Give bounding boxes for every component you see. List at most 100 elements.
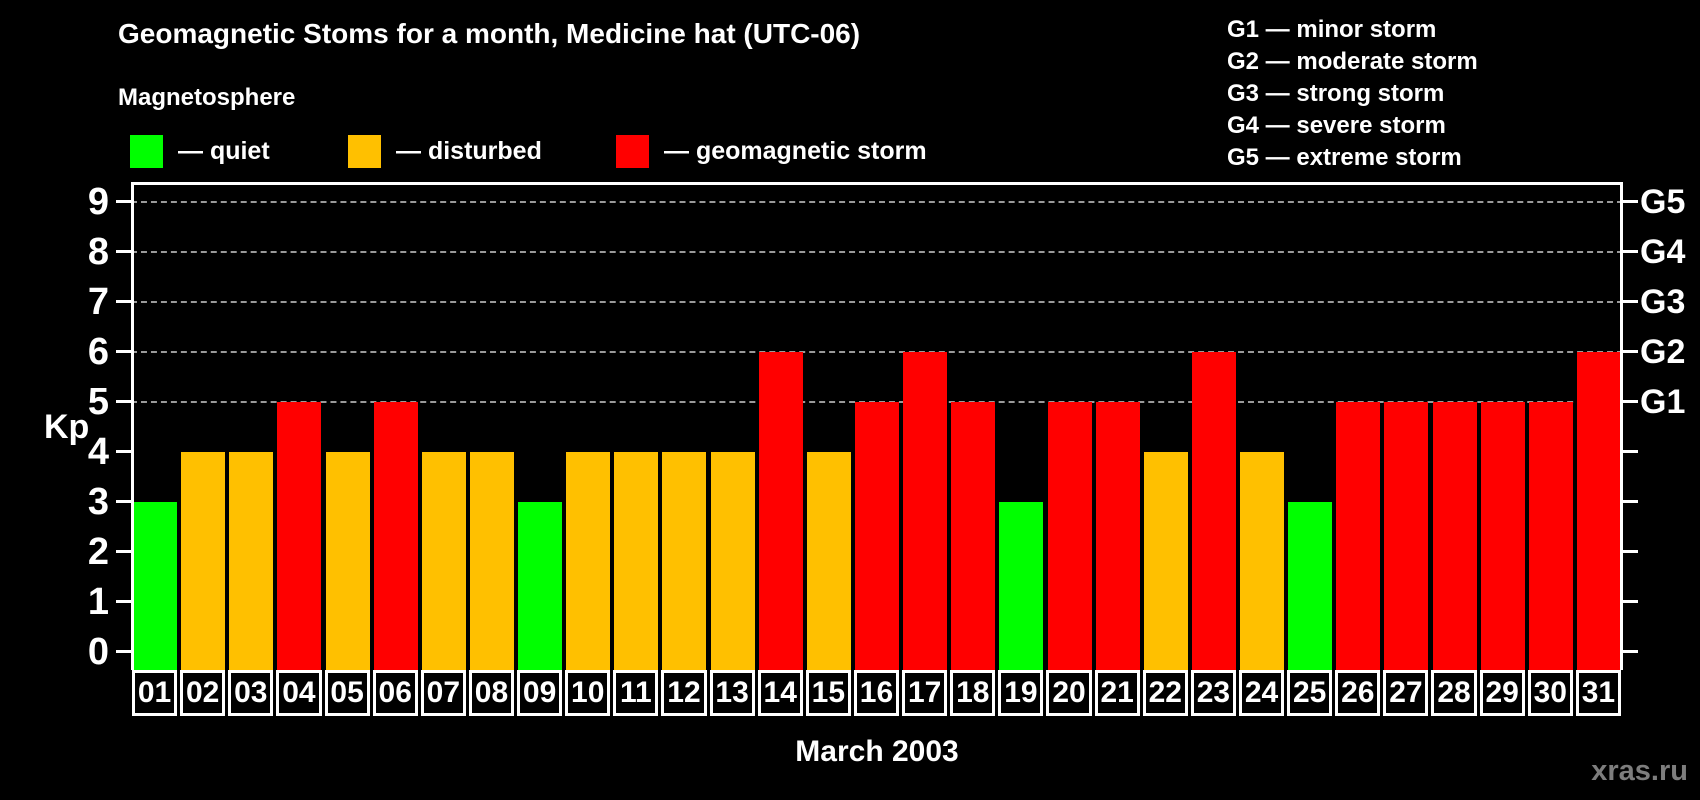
day-label-02: 02 <box>180 670 226 716</box>
day-label-11: 11 <box>613 670 659 716</box>
gridline-kp-9 <box>131 200 1623 203</box>
chart-title: Geomagnetic Stoms for a month, Medicine … <box>118 18 861 49</box>
y-axis-tick-7 <box>116 300 131 304</box>
right-axis-tick-4 <box>1620 450 1638 454</box>
g-scale-label-g2: G2 <box>1640 332 1686 371</box>
kp-bar-day-07 <box>421 451 466 670</box>
day-label-08: 08 <box>468 670 515 716</box>
right-axis-tick-9 <box>1620 200 1638 204</box>
y-tick-label-3: 3 <box>87 480 109 523</box>
right-axis-tick-8 <box>1620 250 1638 254</box>
y-axis-tick-8 <box>116 250 131 254</box>
storm-scale-line-3: G3 — strong storm <box>1227 80 1445 107</box>
day-label-16: 16 <box>853 670 900 716</box>
legend-label-storm: — geomagnetic storm <box>664 137 927 165</box>
day-label-27: 27 <box>1383 670 1429 716</box>
right-axis-tick-6 <box>1620 350 1638 354</box>
kp-bar-day-14 <box>758 351 803 670</box>
right-axis-tick-0 <box>1620 650 1638 654</box>
day-label-30: 30 <box>1527 670 1573 716</box>
y-tick-label-1: 1 <box>87 580 109 623</box>
day-label-21: 21 <box>1094 670 1140 716</box>
kp-bar-day-21 <box>1095 401 1140 670</box>
y-axis-tick-3 <box>116 500 131 504</box>
day-label-23: 23 <box>1190 670 1236 716</box>
g-scale-label-g1: G1 <box>1640 382 1686 421</box>
y-tick-label-4: 4 <box>87 430 109 473</box>
watermark: xras.ru <box>1591 755 1688 787</box>
kp-bar-day-30 <box>1528 401 1573 670</box>
kp-bar-day-22 <box>1143 451 1188 670</box>
gridline-kp-6 <box>131 350 1623 353</box>
storm-scale-line-4: G4 — severe storm <box>1227 112 1446 139</box>
day-label-18: 18 <box>950 670 996 716</box>
y-tick-label-8: 8 <box>87 230 109 273</box>
day-label-12: 12 <box>661 670 707 716</box>
y-axis-tick-2 <box>116 550 131 554</box>
legend-label-quiet: — quiet <box>178 137 270 165</box>
kp-bar-day-12 <box>662 451 707 670</box>
day-label-31: 31 <box>1575 670 1621 716</box>
y-axis-tick-5 <box>116 400 131 404</box>
legend-swatch-quiet <box>130 135 163 168</box>
day-label-25: 25 <box>1287 670 1333 716</box>
day-label-05: 05 <box>324 670 370 716</box>
kp-bar-day-25 <box>1288 501 1333 670</box>
plot-frame-left <box>131 182 134 670</box>
legend-item-quiet: — quiet <box>130 135 270 168</box>
kp-bar-day-19 <box>999 501 1044 670</box>
right-axis-tick-5 <box>1620 400 1638 404</box>
day-label-19: 19 <box>998 670 1044 716</box>
kp-bar-day-04 <box>277 401 322 670</box>
legend-item-storm: — geomagnetic storm <box>616 135 927 168</box>
y-tick-label-5: 5 <box>87 380 109 423</box>
day-label-01: 01 <box>132 670 178 716</box>
y-tick-label-7: 7 <box>87 280 109 323</box>
magnetosphere-legend-heading: Magnetosphere <box>118 84 296 111</box>
y-axis-tick-9 <box>116 200 131 204</box>
kp-bar-day-17 <box>903 351 948 670</box>
day-label-17: 17 <box>902 670 948 716</box>
day-label-03: 03 <box>228 670 274 716</box>
kp-bar-day-02 <box>181 451 226 670</box>
kp-bar-day-06 <box>373 401 418 670</box>
legend-item-disturbed: — disturbed <box>348 135 542 168</box>
kp-bar-day-20 <box>1047 401 1092 670</box>
y-axis-title: Kp <box>44 408 90 446</box>
g-scale-label-g5: G5 <box>1640 182 1686 221</box>
day-label-15: 15 <box>805 670 851 716</box>
y-axis-tick-0 <box>116 650 131 654</box>
g-scale-label-g3: G3 <box>1640 282 1686 321</box>
day-label-29: 29 <box>1479 670 1525 716</box>
kp-bar-day-01 <box>133 501 178 670</box>
gridline-kp-7 <box>131 300 1623 303</box>
legend-swatch-disturbed <box>348 135 381 168</box>
day-label-13: 13 <box>709 670 755 716</box>
legend-swatch-storm <box>616 135 649 168</box>
y-axis-tick-1 <box>116 600 131 604</box>
day-label-09: 09 <box>517 670 563 716</box>
kp-bar-day-26 <box>1336 401 1381 670</box>
kp-bar-day-09 <box>518 501 563 670</box>
storm-scale-line-2: G2 — moderate storm <box>1227 48 1478 75</box>
storm-scale-line-1: G1 — minor storm <box>1227 16 1437 43</box>
day-label-14: 14 <box>757 670 803 716</box>
y-tick-label-9: 9 <box>87 180 109 223</box>
kp-bar-day-29 <box>1480 401 1525 670</box>
day-label-28: 28 <box>1431 670 1477 716</box>
day-label-22: 22 <box>1142 670 1188 716</box>
y-axis-tick-6 <box>116 350 131 354</box>
g-scale-label-g4: G4 <box>1640 232 1686 271</box>
y-tick-label-0: 0 <box>87 630 109 673</box>
y-tick-label-6: 6 <box>87 330 109 373</box>
day-label-10: 10 <box>565 670 611 716</box>
x-axis-title: March 2003 <box>795 735 959 768</box>
plot-frame-right <box>1620 182 1623 670</box>
gridline-kp-8 <box>131 250 1623 253</box>
kp-bar-day-27 <box>1384 401 1429 670</box>
day-label-24: 24 <box>1238 670 1285 716</box>
right-axis-tick-2 <box>1620 550 1638 554</box>
day-label-07: 07 <box>420 670 466 716</box>
legend-label-disturbed: — disturbed <box>396 137 542 165</box>
